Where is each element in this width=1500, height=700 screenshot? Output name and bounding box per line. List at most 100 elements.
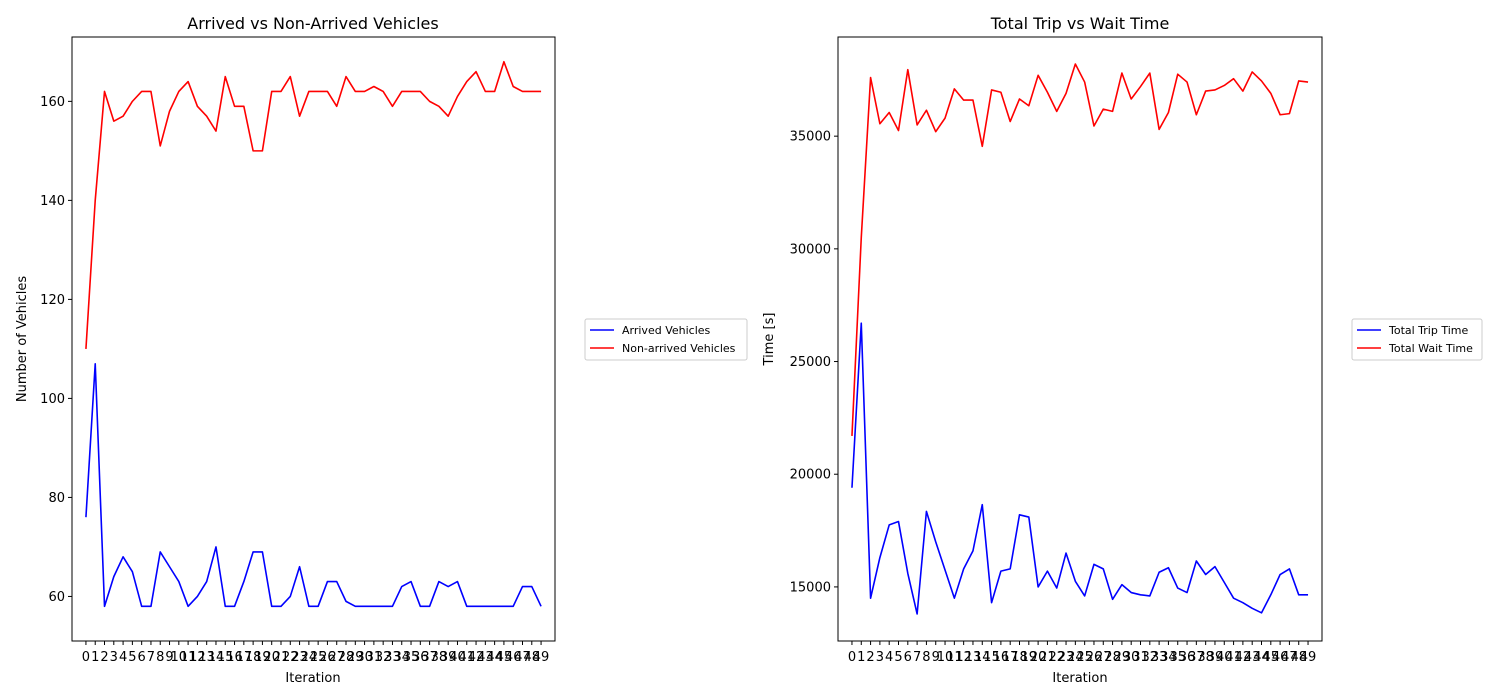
legend: Total Trip Time Total Wait Time xyxy=(1351,318,1483,361)
x-tick-label: 20 xyxy=(263,650,280,665)
x-tick-label: 26 xyxy=(1086,650,1103,665)
x-tick-label: 2 xyxy=(100,650,108,665)
x-tick-label: 41 xyxy=(458,650,475,665)
x-tick-label: 43 xyxy=(477,650,494,665)
x-tick-label: 42 xyxy=(468,650,485,665)
x-tick-label: 41 xyxy=(1225,650,1242,665)
plot-frame xyxy=(837,36,1323,642)
legend-label-trip: Total Trip Time xyxy=(1388,324,1468,337)
x-tick-label: 27 xyxy=(328,650,345,665)
series-line-1 xyxy=(85,362,542,608)
x-tick-label: 30 xyxy=(1123,650,1140,665)
chart-title: Arrived vs Non-Arrived Vehicles xyxy=(187,14,438,33)
x-tick-label: 17 xyxy=(236,650,253,665)
x-tick-label: 42 xyxy=(1235,650,1252,665)
x-tick-label: 25 xyxy=(1076,650,1093,665)
x-tick-label: 30 xyxy=(356,650,373,665)
x-tick-label: 19 xyxy=(254,650,271,665)
x-tick-label: 44 xyxy=(486,650,503,665)
x-tick-label: 39 xyxy=(440,650,457,665)
x-tick-label: 45 xyxy=(496,650,513,665)
x-tick-label: 4 xyxy=(885,650,893,665)
x-tick-label: 33 xyxy=(1151,650,1168,665)
x-tick-label: 49 xyxy=(1300,650,1317,665)
x-tick-label: 28 xyxy=(338,650,355,665)
x-tick-label: 29 xyxy=(1114,650,1131,665)
y-axis-label: Time [s] xyxy=(762,313,777,367)
x-tick-label: 43 xyxy=(1244,650,1261,665)
x-tick-label: 37 xyxy=(1188,650,1205,665)
x-tick-label: 7 xyxy=(913,650,921,665)
y-tick-label: 35000 xyxy=(790,130,831,145)
x-tick-label: 10 xyxy=(937,650,954,665)
x-tick-label: 14 xyxy=(208,650,225,665)
x-tick-label: 22 xyxy=(1048,650,1065,665)
y-axis-label: Number of Vehicles xyxy=(15,276,30,403)
series-line-1 xyxy=(851,322,1309,615)
x-tick-label: 33 xyxy=(384,650,401,665)
y-tick-label: 30000 xyxy=(790,242,831,257)
x-tick-label: 12 xyxy=(955,650,972,665)
x-tick-label: 12 xyxy=(189,650,206,665)
x-tick-label: 46 xyxy=(1272,650,1289,665)
x-tick-label: 6 xyxy=(904,650,912,665)
x-tick-label: 38 xyxy=(431,650,448,665)
x-tick-label: 37 xyxy=(421,650,438,665)
x-tick-label: 35 xyxy=(403,650,420,665)
x-tick-label: 39 xyxy=(1207,650,1224,665)
y-ticks: 15000 20000 25000 30000 35000 xyxy=(790,130,838,595)
x-tick-label: 45 xyxy=(1263,650,1280,665)
x-tick-label: 40 xyxy=(449,650,466,665)
x-tick-label: 34 xyxy=(393,650,410,665)
x-tick-label: 3 xyxy=(110,650,118,665)
x-tick-label: 8 xyxy=(922,650,930,665)
chart-title: Total Trip vs Wait Time xyxy=(990,14,1170,33)
series-lines xyxy=(85,60,542,608)
y-tick-label: 15000 xyxy=(790,580,831,595)
x-tick-label: 31 xyxy=(366,650,383,665)
x-tick-label: 18 xyxy=(1011,650,1028,665)
x-ticks: 0 1 2 3 4 5 6 7 8 9101112131415161718192021222324… xyxy=(82,641,549,665)
series-line-2 xyxy=(85,60,542,349)
x-tick-label: 18 xyxy=(245,650,262,665)
x-tick-label: 28 xyxy=(1104,650,1121,665)
x-tick-label: 15 xyxy=(217,650,234,665)
x-tick-label: 16 xyxy=(226,650,243,665)
x-tick-label: 5 xyxy=(894,650,902,665)
y-tick-label: 120 xyxy=(40,293,65,308)
x-tick-label: 0 xyxy=(848,650,856,665)
y-tick-label: 140 xyxy=(40,194,65,209)
x-tick-label: 9 xyxy=(932,650,940,665)
x-tick-label: 4 xyxy=(119,650,127,665)
x-tick-label: 25 xyxy=(310,650,327,665)
y-tick-label: 160 xyxy=(40,95,65,110)
x-tick-label: 19 xyxy=(1021,650,1038,665)
x-axis-label: Iteration xyxy=(285,671,340,686)
x-tick-label: 44 xyxy=(1253,650,1270,665)
legend-label-non-arrived: Non-arrived Vehicles xyxy=(622,342,736,355)
x-tick-label: 15 xyxy=(983,650,1000,665)
x-tick-label: 17 xyxy=(1002,650,1019,665)
x-tick-label: 13 xyxy=(198,650,215,665)
legend-label-wait: Total Wait Time xyxy=(1388,342,1473,355)
x-tick-label: 21 xyxy=(273,650,290,665)
x-tick-label: 23 xyxy=(291,650,308,665)
x-tick-label: 38 xyxy=(1197,650,1214,665)
y-ticks: 60 80 100 120 140 160 xyxy=(40,95,72,605)
x-tick-label: 0 xyxy=(82,650,90,665)
x-tick-label: 27 xyxy=(1095,650,1112,665)
x-tick-label: 29 xyxy=(347,650,364,665)
series-line-2 xyxy=(851,63,1309,436)
x-axis-label: Iteration xyxy=(1052,671,1107,686)
x-tick-label: 10 xyxy=(171,650,188,665)
x-tick-label: 22 xyxy=(282,650,299,665)
x-tick-label: 13 xyxy=(965,650,982,665)
x-tick-label: 5 xyxy=(128,650,136,665)
legend-box xyxy=(1351,318,1483,361)
x-tick-label: 46 xyxy=(505,650,522,665)
x-tick-label: 11 xyxy=(180,650,197,665)
x-tick-label: 16 xyxy=(993,650,1010,665)
x-tick-label: 35 xyxy=(1169,650,1186,665)
x-tick-label: 32 xyxy=(375,650,392,665)
